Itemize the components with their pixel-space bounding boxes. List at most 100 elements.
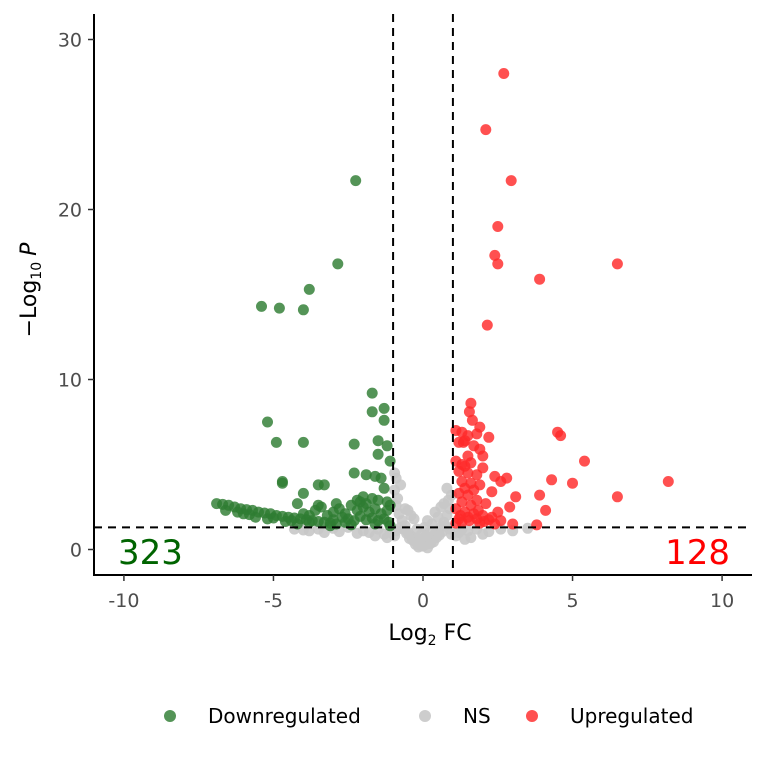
data-point	[662, 476, 674, 487]
data-point	[348, 467, 360, 479]
data-point	[492, 221, 504, 232]
data-point	[504, 501, 516, 513]
data-point	[453, 465, 465, 477]
data-point	[478, 516, 490, 527]
y-tick-label: 30	[58, 30, 82, 52]
data-point	[332, 258, 344, 270]
legend-label: NS	[463, 704, 491, 728]
data-point	[378, 414, 390, 426]
data-point	[611, 491, 623, 503]
x-tick-label: -5	[264, 590, 283, 612]
data-point	[435, 501, 447, 513]
data-point	[372, 435, 384, 447]
data-point	[324, 520, 336, 532]
y-tick-label: 10	[58, 370, 82, 392]
data-point	[348, 438, 360, 450]
legend-label: Downregulated	[208, 704, 361, 728]
legend-item-upregulated: Upregulated	[526, 704, 693, 728]
data-point	[262, 416, 273, 428]
data-point	[462, 467, 474, 479]
data-point	[369, 530, 381, 542]
cutoff-lines	[94, 14, 752, 575]
data-point	[330, 498, 342, 510]
data-point	[471, 469, 483, 481]
data-point	[381, 496, 393, 508]
data-point	[480, 124, 492, 136]
data-point	[378, 402, 390, 414]
data-point	[350, 175, 362, 187]
data-point	[522, 522, 534, 534]
data-point	[366, 387, 378, 399]
data-point	[477, 528, 489, 540]
data-point	[459, 533, 471, 545]
data-point	[567, 477, 578, 489]
x-tick-label: 10	[710, 590, 734, 612]
data-point	[489, 249, 501, 261]
data-point	[534, 489, 546, 501]
data-point	[366, 406, 378, 418]
legend-item-ns: NS	[419, 704, 491, 728]
data-point	[351, 527, 363, 539]
data-point	[611, 258, 623, 270]
data-point	[375, 472, 387, 484]
y-tick-label: 20	[58, 200, 82, 222]
series-downregulated	[211, 175, 396, 532]
data-point	[531, 519, 543, 531]
x-tick-label: 0	[417, 590, 429, 612]
series-upregulated	[450, 68, 674, 531]
y-tick-label: 0	[70, 540, 82, 562]
data-point	[392, 493, 404, 504]
data-point	[505, 175, 517, 187]
legend-key	[526, 710, 538, 722]
data-point	[297, 487, 309, 499]
data-point	[389, 467, 401, 479]
data-point	[291, 498, 303, 510]
down-count-label: 323	[118, 533, 183, 573]
data-point	[315, 501, 327, 513]
data-point	[297, 436, 309, 448]
axes: -10 -5 0 5 10 0 10 20 30	[58, 14, 752, 612]
data-point	[256, 300, 267, 312]
x-tick-label: -10	[108, 590, 139, 612]
up-count-label: 128	[665, 533, 730, 573]
data-point	[486, 486, 498, 498]
data-point	[483, 431, 495, 443]
data-point	[279, 516, 291, 527]
data-point	[555, 430, 567, 442]
data-point	[345, 519, 357, 531]
data-point	[270, 436, 282, 448]
points-layer	[211, 68, 674, 554]
data-point	[540, 504, 552, 516]
data-point	[360, 498, 372, 510]
data-point	[492, 506, 504, 518]
data-point	[441, 482, 453, 494]
data-point	[481, 319, 493, 331]
data-point	[318, 479, 330, 491]
legend-key	[164, 710, 176, 722]
data-point	[381, 440, 393, 452]
data-point	[262, 513, 273, 525]
data-point	[238, 508, 249, 520]
data-point	[471, 428, 483, 440]
data-point	[273, 302, 285, 314]
data-point	[402, 504, 414, 516]
data-point	[303, 283, 315, 295]
data-point	[579, 455, 590, 467]
legend-item-downregulated: Downregulated	[164, 704, 361, 728]
data-point	[463, 406, 475, 418]
legend-key	[419, 710, 431, 722]
data-point	[477, 450, 489, 462]
data-point	[378, 482, 390, 494]
data-point	[534, 273, 546, 285]
y-axis-title: −Log10P	[17, 242, 45, 338]
data-point	[395, 479, 407, 491]
data-point	[297, 304, 309, 316]
data-point	[465, 397, 477, 409]
data-point	[276, 477, 288, 489]
data-point	[457, 436, 469, 448]
data-point	[492, 258, 504, 270]
data-point	[372, 494, 384, 506]
data-point	[510, 491, 522, 503]
data-point	[432, 511, 444, 523]
